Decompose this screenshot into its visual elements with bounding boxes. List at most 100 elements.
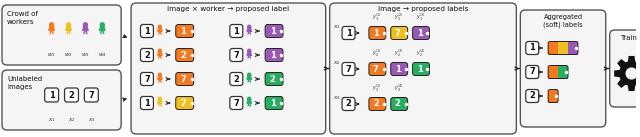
FancyBboxPatch shape	[526, 42, 539, 55]
FancyBboxPatch shape	[265, 96, 283, 109]
Text: $y_{1}^{(2)}$: $y_{1}^{(2)}$	[394, 12, 404, 23]
FancyBboxPatch shape	[265, 25, 283, 38]
Text: 2: 2	[373, 99, 379, 109]
Text: 1: 1	[49, 91, 54, 99]
Circle shape	[158, 25, 161, 28]
Text: 2: 2	[180, 51, 186, 59]
Text: 7: 7	[373, 65, 379, 73]
Circle shape	[50, 23, 54, 27]
FancyBboxPatch shape	[413, 62, 429, 75]
Text: Aggregated: Aggregated	[543, 14, 582, 20]
Text: 7: 7	[346, 65, 351, 73]
FancyBboxPatch shape	[65, 88, 79, 102]
FancyBboxPatch shape	[342, 98, 355, 111]
Text: $x_2$: $x_2$	[68, 116, 76, 124]
Text: 7: 7	[529, 68, 535, 76]
FancyBboxPatch shape	[391, 26, 408, 39]
FancyBboxPatch shape	[342, 62, 355, 75]
Text: 1: 1	[180, 26, 186, 35]
FancyBboxPatch shape	[176, 48, 194, 62]
Text: 7: 7	[234, 51, 239, 59]
Bar	[558, 65, 568, 79]
FancyBboxPatch shape	[230, 72, 243, 85]
FancyBboxPatch shape	[526, 89, 539, 102]
Text: 2: 2	[395, 99, 401, 109]
Text: 2: 2	[346, 99, 351, 109]
Circle shape	[248, 25, 251, 28]
Circle shape	[83, 23, 88, 27]
Text: $y_{1}^{(1)}$: $y_{1}^{(1)}$	[372, 12, 382, 23]
Text: $w_2$: $w_2$	[64, 51, 73, 59]
Text: 1: 1	[234, 26, 239, 35]
Text: $w_4$: $w_4$	[98, 51, 107, 59]
FancyBboxPatch shape	[369, 98, 386, 111]
Circle shape	[248, 49, 251, 52]
FancyBboxPatch shape	[176, 25, 194, 38]
Text: 1: 1	[529, 44, 535, 52]
Polygon shape	[247, 76, 252, 79]
Text: 1: 1	[269, 51, 275, 59]
Bar	[558, 42, 568, 55]
Polygon shape	[99, 27, 105, 31]
Circle shape	[158, 97, 161, 100]
FancyBboxPatch shape	[391, 62, 408, 75]
FancyBboxPatch shape	[369, 62, 386, 75]
Circle shape	[248, 97, 251, 100]
FancyBboxPatch shape	[141, 96, 154, 109]
FancyBboxPatch shape	[265, 72, 283, 85]
Polygon shape	[157, 28, 162, 31]
Text: 2: 2	[68, 91, 74, 99]
Text: $x_3$: $x_3$	[333, 94, 340, 102]
Text: 1: 1	[417, 65, 422, 73]
Polygon shape	[637, 48, 640, 69]
Bar	[568, 42, 578, 55]
Text: 1: 1	[144, 26, 150, 35]
Polygon shape	[66, 27, 71, 31]
Text: 2: 2	[144, 51, 150, 59]
FancyBboxPatch shape	[413, 26, 429, 39]
Text: Image → proposed labels: Image → proposed labels	[378, 6, 468, 12]
Text: $y_{2}^{(1)}$: $y_{2}^{(1)}$	[372, 48, 382, 59]
FancyBboxPatch shape	[526, 65, 539, 79]
Text: Train: Train	[620, 35, 637, 41]
Text: 7: 7	[180, 75, 186, 83]
FancyBboxPatch shape	[141, 48, 154, 62]
FancyBboxPatch shape	[2, 5, 121, 65]
Circle shape	[158, 73, 161, 76]
Text: Crowd of: Crowd of	[7, 11, 38, 17]
Text: 1: 1	[346, 28, 351, 38]
Text: 1: 1	[269, 99, 275, 108]
FancyBboxPatch shape	[391, 98, 408, 111]
Text: $x_3$: $x_3$	[88, 116, 95, 124]
FancyBboxPatch shape	[230, 96, 243, 109]
FancyBboxPatch shape	[330, 3, 516, 134]
Circle shape	[248, 73, 251, 76]
Text: 7: 7	[144, 75, 150, 83]
Text: $y_{2}^{(4)}$: $y_{2}^{(4)}$	[416, 48, 426, 59]
FancyBboxPatch shape	[342, 26, 355, 39]
Text: $y_{3}^{(4)}$: $y_{3}^{(4)}$	[394, 83, 404, 94]
Polygon shape	[157, 100, 162, 103]
Text: Unlabeled: Unlabeled	[7, 76, 42, 82]
Bar	[548, 65, 558, 79]
Text: $w_3$: $w_3$	[81, 51, 90, 59]
FancyBboxPatch shape	[176, 96, 194, 109]
FancyBboxPatch shape	[230, 48, 243, 62]
Text: 1: 1	[417, 28, 422, 38]
Text: 7: 7	[180, 99, 186, 108]
Circle shape	[158, 49, 161, 52]
Polygon shape	[247, 28, 252, 31]
Text: $x_1$: $x_1$	[333, 23, 340, 31]
Polygon shape	[247, 52, 252, 55]
Circle shape	[626, 68, 637, 79]
Text: $x_1$: $x_1$	[48, 116, 56, 124]
Polygon shape	[49, 27, 54, 31]
Bar	[548, 42, 558, 55]
Text: 2: 2	[529, 92, 535, 101]
FancyBboxPatch shape	[520, 10, 605, 127]
Text: $x_2$: $x_2$	[333, 59, 340, 67]
FancyBboxPatch shape	[2, 70, 121, 130]
Polygon shape	[157, 52, 162, 55]
Text: (soft) labels: (soft) labels	[543, 22, 583, 28]
Circle shape	[100, 23, 104, 27]
